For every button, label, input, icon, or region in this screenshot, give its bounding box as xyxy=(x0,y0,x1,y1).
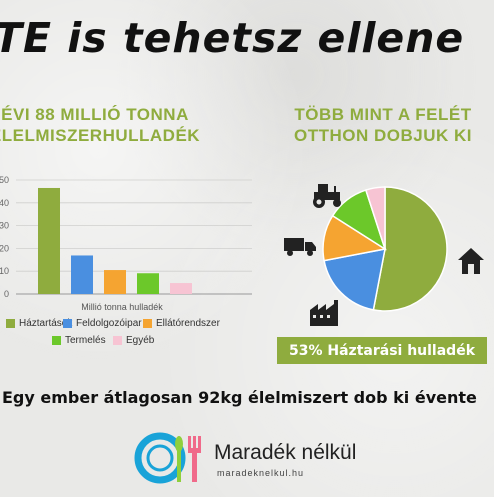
pie-slice xyxy=(323,248,386,311)
legend-item: Egyéb xyxy=(113,335,154,346)
legend-label: Ellátórendszer xyxy=(156,318,220,329)
brand-url: maradeknelkul.hu xyxy=(217,468,305,478)
y-tick-label: 20 xyxy=(0,243,9,253)
bar xyxy=(38,187,60,294)
pie-chart-title: TÖBB MINT A FELÉT OTTHON DOBJUK KI xyxy=(294,105,472,145)
legend-swatch xyxy=(63,319,72,328)
legend-swatch xyxy=(52,336,61,345)
legend-item: Háztartások xyxy=(6,318,72,329)
factory-icon xyxy=(310,300,338,326)
plate-fork-spoon-icon xyxy=(134,432,201,484)
legend-swatch xyxy=(6,319,15,328)
bar xyxy=(104,270,126,294)
bar xyxy=(137,273,159,294)
legend-label: Háztartások xyxy=(19,318,73,329)
pie-chart xyxy=(284,184,484,326)
y-tick-label: 0 xyxy=(4,289,9,299)
legend-label: Feldolgozóipar xyxy=(76,318,142,329)
y-tick-label: 30 xyxy=(0,221,9,231)
pie-slice xyxy=(372,186,448,312)
brand-name: Maradék nélkül xyxy=(214,441,357,464)
legend-item: Ellátórendszer xyxy=(143,318,220,329)
tagline: Egy ember átlagosan 92kg élelmiszert dob… xyxy=(2,388,477,407)
bar-chart: 0 10 20 30 40 50 Millió tonna hulladék xyxy=(0,175,252,312)
y-tick-label: 40 xyxy=(0,198,9,208)
legend-item: Termelés xyxy=(52,335,106,346)
y-tick-label: 10 xyxy=(0,266,9,276)
bar-chart-title: ÉVI 88 MILLIÓ TONNA ÉLELMISZERHULLADÉK xyxy=(0,105,201,145)
legend-swatch xyxy=(143,319,152,328)
legend-label: Egyéb xyxy=(126,335,155,346)
bar xyxy=(170,283,192,294)
truck-icon xyxy=(284,238,316,256)
tractor-icon xyxy=(313,184,341,208)
y-tick-label: 50 xyxy=(0,175,9,185)
legend-swatch xyxy=(113,336,122,345)
bar xyxy=(71,255,93,294)
legend-item: Feldolgozóipar xyxy=(63,318,142,329)
x-axis-label: Millió tonna hulladék xyxy=(81,302,163,312)
house-icon xyxy=(458,248,484,274)
pie-slice xyxy=(364,186,386,250)
household-waste-badge: 53% Háztarási hulladék xyxy=(277,337,487,364)
headline: TE is tehetsz ellene xyxy=(0,14,465,62)
legend-label: Termelés xyxy=(65,335,106,346)
